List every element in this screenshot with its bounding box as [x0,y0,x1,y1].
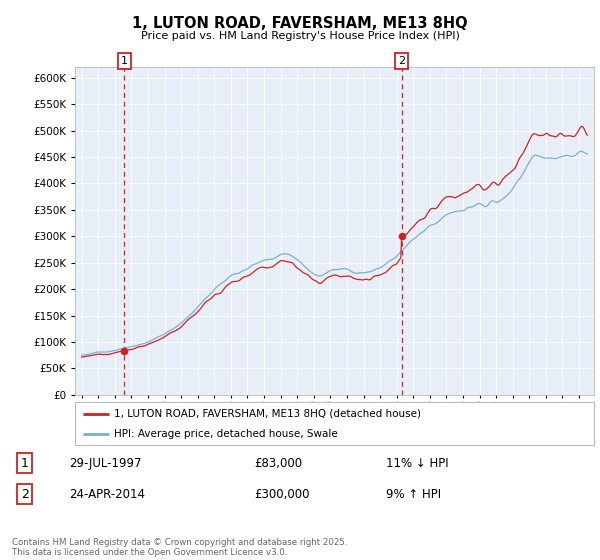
Text: 29-JUL-1997: 29-JUL-1997 [70,457,142,470]
Text: HPI: Average price, detached house, Swale: HPI: Average price, detached house, Swal… [114,430,338,439]
Text: 2: 2 [398,56,406,66]
Text: 1: 1 [20,457,29,470]
Text: 2: 2 [20,488,29,501]
Text: £300,000: £300,000 [254,488,310,501]
Text: Price paid vs. HM Land Registry's House Price Index (HPI): Price paid vs. HM Land Registry's House … [140,31,460,41]
Text: 24-APR-2014: 24-APR-2014 [70,488,146,501]
Text: 11% ↓ HPI: 11% ↓ HPI [386,457,449,470]
Text: 9% ↑ HPI: 9% ↑ HPI [386,488,442,501]
Text: 1, LUTON ROAD, FAVERSHAM, ME13 8HQ: 1, LUTON ROAD, FAVERSHAM, ME13 8HQ [132,16,468,31]
FancyBboxPatch shape [75,402,594,445]
Text: 1, LUTON ROAD, FAVERSHAM, ME13 8HQ (detached house): 1, LUTON ROAD, FAVERSHAM, ME13 8HQ (deta… [114,409,421,419]
Text: Contains HM Land Registry data © Crown copyright and database right 2025.
This d: Contains HM Land Registry data © Crown c… [12,538,347,557]
Text: 1: 1 [121,56,128,66]
Text: £83,000: £83,000 [254,457,302,470]
